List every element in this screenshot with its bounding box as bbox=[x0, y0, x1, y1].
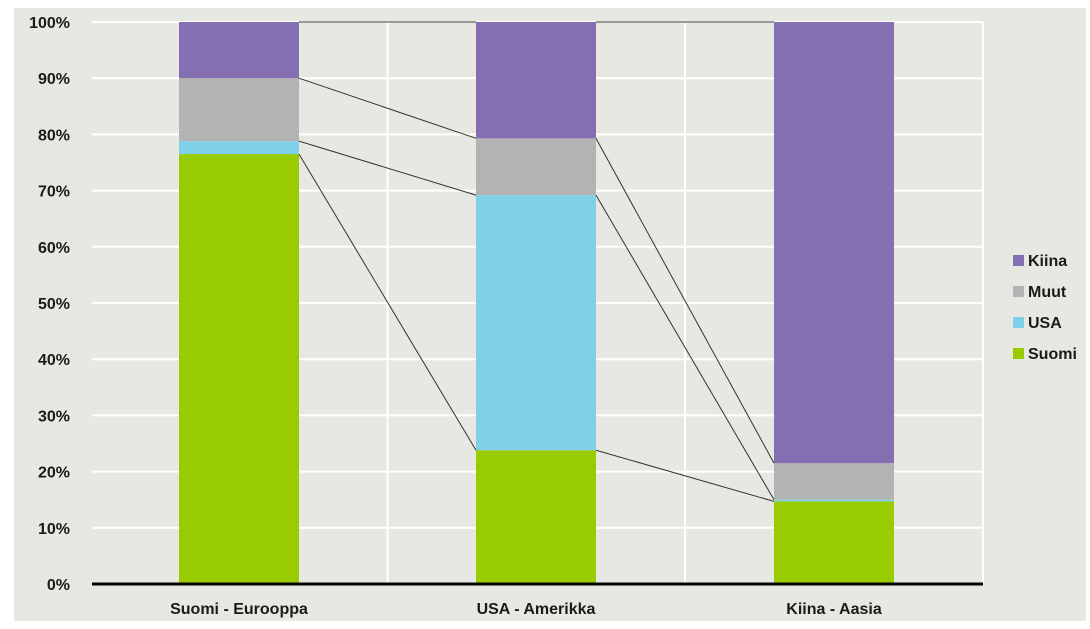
bar-usa-1 bbox=[179, 141, 299, 155]
y-tick-label: 70% bbox=[38, 184, 70, 201]
x-tick-label: Kiina - Aasia bbox=[786, 601, 882, 618]
y-tick-label: 40% bbox=[38, 352, 70, 369]
bar-suomi-2 bbox=[476, 450, 596, 584]
legend-swatch-suomi bbox=[1013, 348, 1024, 359]
legend-label-suomi: Suomi bbox=[1028, 346, 1077, 363]
series-connector-line bbox=[595, 138, 775, 464]
series-connector-line bbox=[595, 449, 775, 502]
legend-swatch-usa bbox=[1013, 317, 1024, 328]
x-tick-label: USA - Amerikka bbox=[477, 601, 596, 618]
y-tick-label: 60% bbox=[38, 240, 70, 257]
y-tick-label: 10% bbox=[38, 521, 70, 538]
legend-label-muut: Muut bbox=[1028, 284, 1067, 301]
series-connector-line bbox=[595, 194, 775, 500]
legend-label-usa: USA bbox=[1028, 315, 1062, 332]
y-tick-label: 80% bbox=[38, 127, 70, 144]
bar-kiina-1 bbox=[179, 22, 299, 79]
series-connector-line bbox=[298, 153, 477, 451]
y-tick-label: 0% bbox=[47, 577, 70, 594]
bar-muut-3 bbox=[774, 463, 894, 500]
bar-usa-3 bbox=[774, 499, 894, 502]
bar-suomi-3 bbox=[774, 501, 894, 584]
x-tick-label: Suomi - Eurooppa bbox=[170, 601, 308, 618]
series-connector-line bbox=[298, 77, 477, 139]
y-tick-label: 90% bbox=[38, 71, 70, 88]
legend-swatch-kiina bbox=[1013, 255, 1024, 266]
y-tick-label: 30% bbox=[38, 408, 70, 425]
bar-kiina-2 bbox=[476, 22, 596, 139]
bar-muut-2 bbox=[476, 138, 596, 196]
y-tick-label: 100% bbox=[29, 15, 70, 32]
bar-kiina-3 bbox=[774, 22, 894, 464]
bar-usa-2 bbox=[476, 195, 596, 451]
legend-swatch-muut bbox=[1013, 286, 1024, 297]
bar-suomi-1 bbox=[179, 154, 299, 584]
legend-label-kiina: Kiina bbox=[1028, 253, 1067, 270]
y-tick-label: 20% bbox=[38, 465, 70, 482]
series-connector-line bbox=[298, 140, 477, 196]
y-tick-label: 50% bbox=[38, 296, 70, 313]
bar-muut-1 bbox=[179, 78, 299, 142]
